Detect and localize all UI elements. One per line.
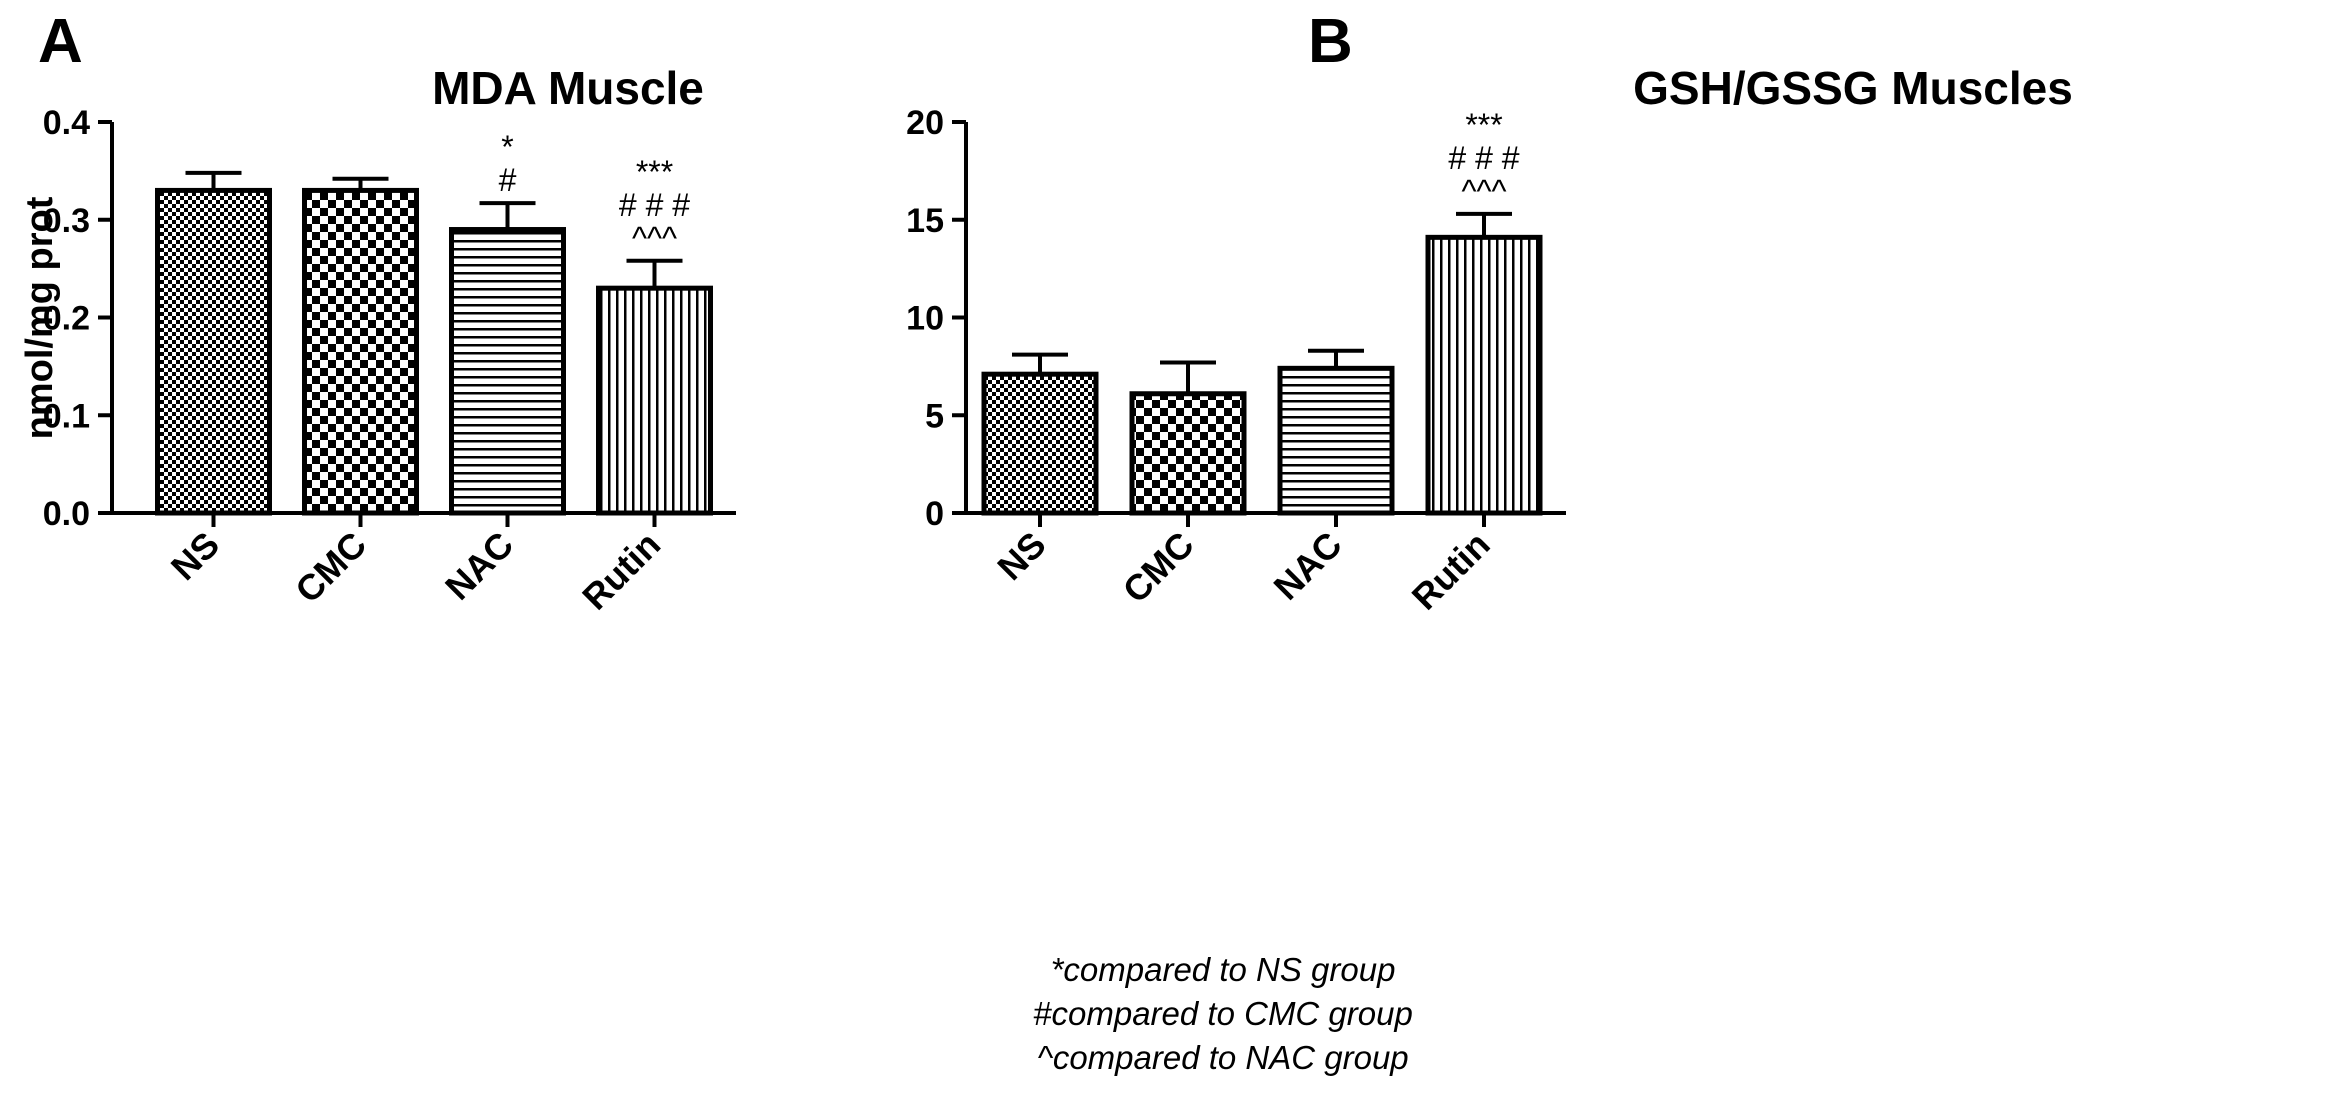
panel-a-y-tick-label: 0.2 <box>43 300 90 338</box>
legend-cmc: #compared to CMC group <box>1033 995 1413 1032</box>
panel-a-y-tick-label: 0.1 <box>43 397 90 435</box>
panel-a-bar-cmc <box>302 187 419 516</box>
panel-a-ylabel: nmol/mg prot <box>19 196 61 439</box>
panel-b-significance-mark: *** <box>1465 107 1502 143</box>
panel-b-x-label-cmc: CMC <box>1115 524 1202 611</box>
panel-a-x-label-nac: NAC <box>437 524 521 608</box>
panel-b-bar-cmc <box>1129 391 1247 516</box>
panel-b-significance-mark: # # # <box>1448 140 1519 176</box>
panel-b-y-tick-label: 20 <box>906 104 944 142</box>
panel-b-bar-ns <box>981 371 1099 516</box>
panel-a-label: A <box>38 7 83 76</box>
panel-a-significance-mark: # # # <box>619 187 690 223</box>
panel-a-bar-ns <box>155 187 272 516</box>
panel-b-bar-rutin <box>1425 234 1543 516</box>
panel-b-label: B <box>1308 7 1353 76</box>
panel-a-x-label-rutin: Rutin <box>574 524 668 618</box>
panel-b-y-tick-label: 15 <box>906 202 944 240</box>
panel-a-bar-rutin <box>596 285 713 516</box>
panel-a-significance-mark: # <box>499 162 517 198</box>
panel-a-bar-nac <box>449 227 566 516</box>
panel-b-plot: 0 5 10 15 20 NS CMC NAC Rutin ***# # #^^^ <box>906 104 1566 618</box>
panel-a-significance-mark: *** <box>636 154 673 190</box>
panel-a-plot: 0.0 0.1 0.2 0.3 0.4 NS CMC NAC *# Rutin ***# # #^^… <box>43 104 736 618</box>
panel-a-significance-mark: * <box>501 129 513 165</box>
panel-b-y-tick-label: 0 <box>925 495 944 533</box>
panel-a-title: MDA Muscle <box>432 62 704 114</box>
panel-a-y-tick-label: 0.3 <box>43 202 90 240</box>
legend-ns: *compared to NS group <box>1051 951 1396 988</box>
panel-b-significance-mark: ^^^ <box>1461 173 1506 209</box>
panel-b-x-label-ns: NS <box>989 524 1053 588</box>
panel-b-bar-nac <box>1277 365 1395 516</box>
panel-a-y-tick-label: 0.0 <box>43 495 90 533</box>
panel-a-x-label-ns: NS <box>163 524 227 588</box>
panel-b-title: GSH/GSSG Muscles <box>1633 62 2073 114</box>
panel-b-y-tick-label: 5 <box>925 397 944 435</box>
panel-a-significance-mark: ^^^ <box>632 220 677 256</box>
legend-nac: ^compared to NAC group <box>1037 1039 1408 1076</box>
panel-a-x-label-cmc: CMC <box>287 524 374 611</box>
panel-b-y-tick-label: 10 <box>906 300 944 338</box>
panel-b-x-label-rutin: Rutin <box>1404 524 1498 618</box>
panel-a-y-tick-label: 0.4 <box>43 104 90 142</box>
panel-b-x-label-nac: NAC <box>1266 524 1350 608</box>
